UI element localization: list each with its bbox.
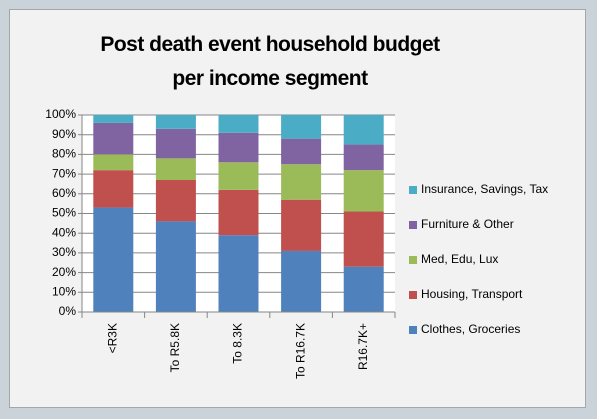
x-tick-label: To R16.7K bbox=[293, 323, 307, 379]
bar-segment bbox=[343, 211, 384, 267]
y-tick-label: 100% bbox=[45, 107, 76, 121]
y-tick-label: 30% bbox=[52, 245, 76, 259]
bar-segment bbox=[343, 115, 384, 145]
legend-label: Housing, Transport bbox=[421, 287, 523, 301]
legend-label: Clothes, Groceries bbox=[421, 322, 520, 336]
legend-label: Furniture & Other bbox=[421, 217, 514, 231]
bar-segment bbox=[155, 158, 196, 181]
bar-segment bbox=[343, 170, 384, 212]
bar-segment bbox=[281, 164, 322, 200]
x-tick-label: To 8.3K bbox=[231, 323, 245, 364]
bar-segment bbox=[155, 180, 196, 222]
bar-segment bbox=[281, 138, 322, 165]
y-tick-label: 10% bbox=[52, 284, 76, 298]
y-tick-label: 20% bbox=[52, 265, 76, 279]
legend-label: Insurance, Savings, Tax bbox=[421, 182, 548, 196]
bar-segment bbox=[93, 207, 134, 312]
bar-segment bbox=[93, 122, 134, 155]
y-tick-label: 70% bbox=[52, 166, 76, 180]
bar-segment bbox=[281, 250, 322, 312]
bar-segment bbox=[218, 189, 259, 236]
bar-segment bbox=[93, 170, 134, 208]
bar-segment bbox=[281, 115, 322, 139]
x-tick-label: <R3K bbox=[105, 323, 119, 353]
bar-segment bbox=[281, 199, 322, 251]
bar-segment bbox=[155, 221, 196, 312]
x-tick-label: R16.7K+ bbox=[356, 323, 370, 370]
y-tick-label: 60% bbox=[52, 186, 76, 200]
bar-segment bbox=[155, 128, 196, 159]
bar-segment bbox=[218, 115, 259, 133]
legend-swatch bbox=[409, 326, 417, 334]
y-tick-label: 90% bbox=[52, 127, 76, 141]
legend-swatch bbox=[409, 221, 417, 229]
bar-segment bbox=[218, 235, 259, 312]
bar-segment bbox=[343, 266, 384, 312]
chart-title: Post death event household budget per in… bbox=[100, 33, 440, 90]
bar-segment bbox=[218, 132, 259, 163]
y-tick-label: 50% bbox=[52, 206, 76, 220]
legend-swatch bbox=[409, 291, 417, 299]
y-tick-label: 40% bbox=[52, 225, 76, 239]
bar-segment bbox=[155, 115, 196, 129]
y-tick-label: 0% bbox=[59, 304, 77, 318]
legend-swatch bbox=[409, 256, 417, 264]
bar-segment bbox=[343, 144, 384, 171]
legend-swatch bbox=[409, 186, 417, 194]
bar-segment bbox=[93, 154, 134, 171]
y-tick-label: 80% bbox=[52, 147, 76, 161]
x-tick-label: To R5.8K bbox=[168, 323, 182, 372]
bar-segment bbox=[93, 115, 134, 123]
bar-segment bbox=[218, 162, 259, 190]
legend-label: Med, Edu, Lux bbox=[421, 252, 498, 266]
